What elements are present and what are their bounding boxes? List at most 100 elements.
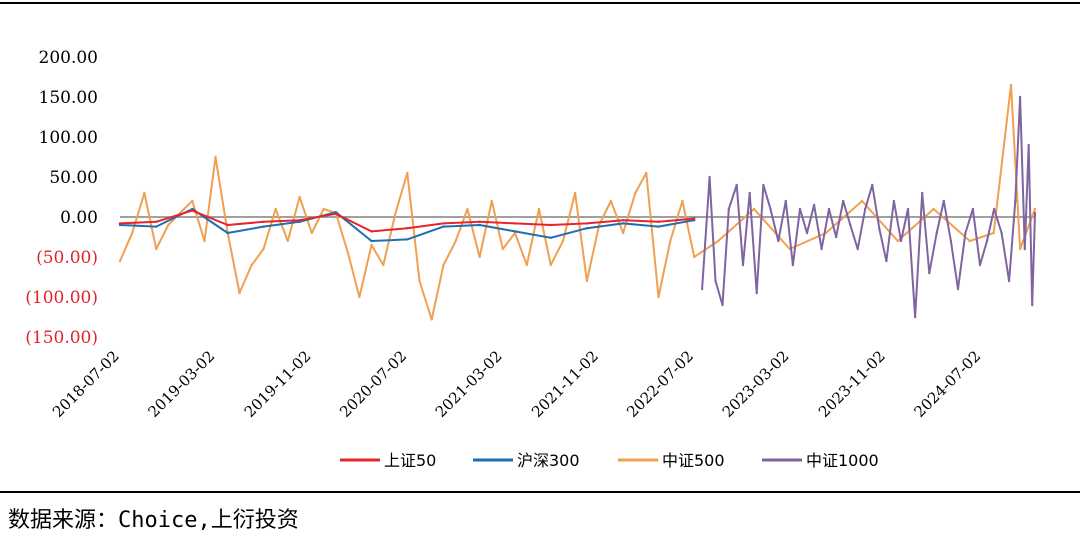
series-2-point xyxy=(609,199,613,203)
series-0-point xyxy=(621,219,625,222)
series-1-point xyxy=(406,238,409,241)
y-tick-label: (100.00) xyxy=(25,288,98,308)
series-0-point xyxy=(478,220,481,223)
series-0-point xyxy=(191,209,194,212)
series-2-point xyxy=(322,207,325,211)
series-3-point xyxy=(920,191,924,195)
series-3-point xyxy=(1031,303,1034,307)
x-tick-label: 2019-03-02 xyxy=(144,347,218,421)
series-3-point xyxy=(856,247,859,251)
series-2-point xyxy=(358,295,361,299)
series-3-point xyxy=(878,227,881,231)
series-2-point xyxy=(191,199,194,203)
series-2-point xyxy=(621,231,625,235)
series-2-point xyxy=(262,247,265,251)
x-tick-label: 2022-07-02 xyxy=(623,347,697,421)
series-3-point xyxy=(735,183,738,187)
series-3-point xyxy=(985,239,989,243)
series-3-point xyxy=(964,231,967,235)
series-3-point xyxy=(899,239,903,243)
series-3-point xyxy=(1000,231,1003,235)
series-2-point xyxy=(1009,83,1013,87)
legend-label: 中证500 xyxy=(662,451,725,470)
bottom-rule xyxy=(0,491,1080,493)
series-2-point xyxy=(370,243,373,247)
series-0-point xyxy=(657,220,660,223)
series-3-point xyxy=(849,223,852,227)
series-3-point xyxy=(992,207,996,211)
series-2-point xyxy=(286,239,290,243)
x-tick-label: 2023-11-02 xyxy=(815,347,889,421)
series-0-point xyxy=(370,230,373,233)
series-3-point xyxy=(721,303,724,307)
series-2-point xyxy=(298,195,301,199)
y-tick-label: 100.00 xyxy=(39,128,98,148)
series-2-point xyxy=(490,199,494,203)
series-3-point xyxy=(928,271,931,275)
series-group xyxy=(118,83,1037,321)
series-3-point xyxy=(1033,211,1037,215)
series-3-point xyxy=(834,235,838,239)
series-3-point xyxy=(971,207,975,211)
series-2-point xyxy=(537,207,541,211)
y-tick-label: 200.00 xyxy=(39,48,98,68)
legend-label: 上证50 xyxy=(384,451,436,470)
series-2-point xyxy=(645,171,648,175)
legend: 上证50 沪深300 中证500 中证1000 xyxy=(340,451,879,470)
series-2-point xyxy=(585,279,589,283)
series-2-point xyxy=(250,263,253,267)
series-3-point xyxy=(942,199,946,203)
series-3-point xyxy=(784,199,788,203)
series-3-point xyxy=(727,207,731,211)
x-tick-label: 2019-11-02 xyxy=(241,347,315,421)
series-3-point xyxy=(805,231,809,235)
series-1-point xyxy=(621,222,625,225)
series-2-point xyxy=(478,255,481,259)
series-2-point xyxy=(418,279,421,283)
series-line-2 xyxy=(119,84,1036,321)
series-3-point xyxy=(913,315,917,319)
series-3-point xyxy=(827,207,831,211)
x-tick-label: 2021-11-02 xyxy=(528,347,602,421)
series-3-point xyxy=(1007,279,1011,283)
series-1-point xyxy=(549,236,552,239)
series-1-point xyxy=(657,225,660,228)
y-tick-label: 150.00 xyxy=(39,88,98,108)
series-3-point xyxy=(769,207,772,211)
series-2-point xyxy=(669,239,672,243)
series-0-point xyxy=(406,227,409,230)
x-tick-label: 2018-07-02 xyxy=(49,347,123,421)
series-0-point xyxy=(154,220,158,223)
series-0-point xyxy=(513,222,517,225)
series-0-point xyxy=(693,217,696,220)
series-0-point xyxy=(549,223,552,227)
series-2-point xyxy=(346,251,350,255)
x-tick-label: 2024-07-02 xyxy=(910,347,984,421)
series-2-point xyxy=(442,263,445,267)
series-0-point xyxy=(118,222,122,225)
series-3-point xyxy=(864,207,867,211)
series-2-point xyxy=(130,231,134,235)
series-3-point xyxy=(762,183,765,187)
series-1-point xyxy=(226,231,229,235)
y-tick-label: 0.00 xyxy=(60,208,98,228)
series-2-point xyxy=(203,239,206,243)
series-2-point xyxy=(932,207,935,211)
series-2-point xyxy=(430,318,433,321)
top-rule xyxy=(0,2,1080,4)
series-3-point xyxy=(892,199,896,203)
series-2-point xyxy=(681,199,684,203)
x-tick-label: 2021-03-02 xyxy=(432,347,506,421)
series-0-point xyxy=(585,222,589,225)
series-3-point xyxy=(777,239,780,243)
series-2-point xyxy=(454,239,457,243)
series-1-point xyxy=(442,225,445,228)
series-2-point xyxy=(752,207,756,211)
series-2-point xyxy=(525,263,528,267)
series-1-point xyxy=(262,225,265,228)
y-tick-label: (150.00) xyxy=(25,328,98,348)
series-0-point xyxy=(262,220,265,223)
series-3-point xyxy=(949,239,953,243)
series-3-point xyxy=(700,287,704,291)
series-2-point xyxy=(118,259,122,263)
